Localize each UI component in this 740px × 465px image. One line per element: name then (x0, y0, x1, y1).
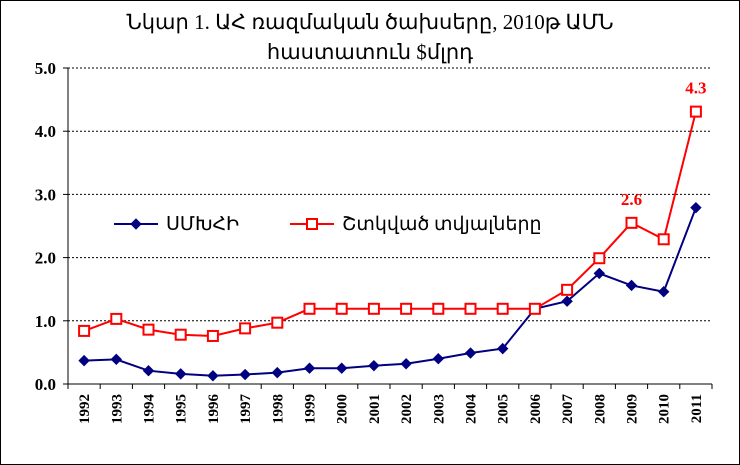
data-point (689, 105, 702, 118)
data-point (625, 216, 638, 229)
y-tick-label: 1.0 (35, 312, 56, 331)
data-point (400, 302, 413, 315)
x-tick-label: 1992 (77, 394, 93, 424)
data-point (464, 302, 477, 315)
grid-lines (68, 67, 712, 322)
data-point (400, 358, 412, 370)
x-tick-label: 1999 (303, 394, 319, 424)
data-point (593, 252, 606, 265)
data-point (110, 353, 123, 366)
data-point (207, 370, 219, 382)
data-point (690, 201, 702, 214)
data-point (142, 323, 155, 336)
data-point (206, 329, 219, 342)
legend-label: Շտկված տվյալները (342, 214, 542, 235)
data-labels: 2.6 4.3 (621, 79, 707, 209)
data-point (335, 362, 348, 374)
y-tick-label: 3.0 (35, 185, 56, 204)
data-point (142, 365, 155, 377)
data-label: 4.3 (685, 79, 706, 98)
x-tick-label: 2008 (592, 394, 608, 424)
x-tick-label: 1998 (270, 394, 286, 424)
x-tick-label: 1997 (238, 394, 254, 425)
data-point (593, 267, 606, 280)
x-tick-label: 2005 (496, 394, 512, 424)
y-tick-label: 5.0 (35, 59, 56, 78)
data-point (271, 316, 284, 329)
x-tick-label: 2006 (528, 394, 544, 425)
data-point (432, 353, 445, 365)
x-tick-label: 2002 (399, 394, 415, 424)
x-tick-label: 1995 (174, 394, 190, 424)
chart-title: Նկար 1. ԱՀ ռազմական ծախսերը, 2010թ ԱՄՆ (126, 10, 614, 34)
data-point (78, 324, 91, 337)
data-point (432, 302, 445, 315)
data-point (174, 368, 187, 380)
data-point (239, 368, 251, 381)
data-point (110, 312, 123, 325)
axes (63, 67, 713, 389)
legend-label: ՍՄԽՀԻ (166, 214, 239, 235)
x-tick-label: 2003 (431, 394, 447, 424)
y-tick-label: 4.0 (35, 122, 56, 141)
data-point (368, 359, 380, 372)
data-point (271, 366, 284, 379)
legend: ՍՄԽՀԻ Շտկված տվյալները (114, 214, 542, 235)
data-point (657, 286, 670, 298)
x-tick-label: 1993 (109, 394, 125, 424)
data-point (303, 362, 316, 374)
x-tick-label: 2010 (657, 394, 673, 424)
x-tick-label: 2000 (335, 394, 351, 424)
data-point (625, 279, 638, 292)
data-point (78, 354, 90, 367)
data-point (239, 322, 252, 335)
x-tick-label: 2004 (464, 394, 480, 425)
data-point (496, 342, 509, 355)
y-tick-label: 0.0 (35, 375, 56, 394)
x-tick-label: 1994 (142, 394, 158, 425)
chart-subtitle: հաստատուն $մլրդ (266, 40, 474, 64)
legend-marker (130, 218, 142, 230)
data-point (657, 233, 670, 246)
x-tick-label: 2011 (689, 394, 705, 423)
x-tick-labels: 1992 1993 1994 1995 1996 1997 1998 1999 2000 2001… (77, 394, 705, 425)
x-tick-label: 2007 (560, 394, 576, 425)
data-point (464, 347, 477, 359)
data-point (528, 302, 541, 315)
x-tick-label: 2009 (625, 394, 641, 424)
data-point (561, 283, 574, 296)
data-point (174, 328, 187, 341)
legend-marker (306, 218, 318, 230)
data-point (561, 295, 573, 307)
y-tick-label: 2.0 (35, 249, 56, 268)
data-point (303, 302, 316, 315)
data-point (335, 302, 348, 315)
y-tick-labels: 0.0 1.0 2.0 3.0 4.0 5.0 (35, 59, 56, 394)
x-tick-label: 2001 (367, 394, 383, 424)
x-tick-label: 1996 (206, 394, 222, 425)
data-point (496, 302, 509, 315)
series-markers (78, 105, 702, 382)
data-point (367, 302, 380, 315)
data-label: 2.6 (621, 190, 642, 209)
